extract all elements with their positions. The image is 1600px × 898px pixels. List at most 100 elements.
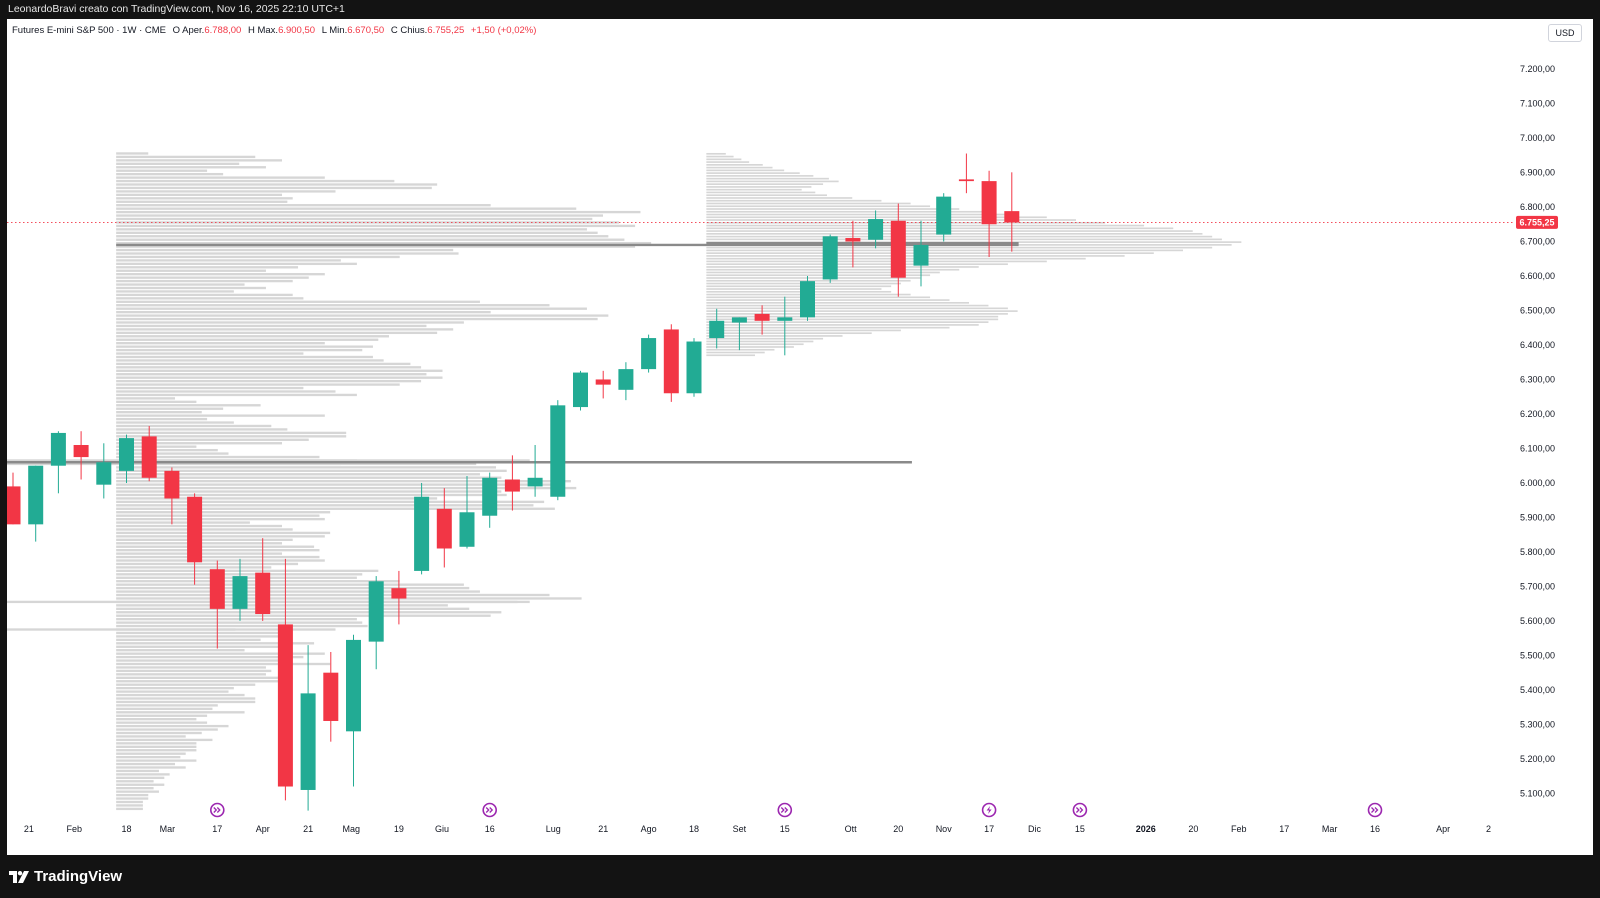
symbol-legend[interactable]: Futures E-mini S&P 500 · 1W · CME O Aper…: [12, 25, 536, 36]
volume-profile-row: [116, 214, 604, 217]
price-tick-label: 5.600,00: [1520, 616, 1555, 626]
volume-profile-layer: [7, 152, 1242, 811]
candle-body: [323, 672, 339, 721]
candle[interactable]: [346, 634, 361, 787]
candle[interactable]: [28, 465, 44, 542]
volume-profile-row: [116, 583, 464, 586]
volume-profile-row: [116, 766, 186, 769]
candle[interactable]: [232, 558, 248, 621]
volume-profile-row: [116, 442, 283, 445]
volume-profile-row: [116, 286, 266, 290]
dividend-icon[interactable]: [1072, 802, 1088, 818]
price-tick-label: 6.400,00: [1520, 340, 1555, 350]
candle[interactable]: [436, 488, 452, 568]
time-tick-label: Ago: [641, 824, 657, 834]
time-tick-label: Mar: [160, 824, 176, 834]
candle[interactable]: [641, 334, 657, 373]
candle[interactable]: [300, 645, 316, 811]
candle[interactable]: [573, 370, 588, 411]
time-axis[interactable]: 202521Feb18Mar17Apr21Mag19Giu16Lug21Ago1…: [0, 824, 1491, 834]
candle-body: [1004, 211, 1020, 223]
candle[interactable]: [368, 576, 384, 670]
candle[interactable]: [187, 493, 203, 585]
volume-profile-row: [116, 718, 197, 721]
high-letter: H: [247, 25, 255, 36]
candle[interactable]: [96, 443, 112, 499]
candle[interactable]: [800, 275, 815, 321]
candle[interactable]: [754, 305, 770, 335]
volume-profile-row: [116, 569, 379, 573]
candle[interactable]: [414, 482, 430, 575]
candle[interactable]: [731, 317, 747, 351]
dividend-icon[interactable]: [482, 802, 498, 818]
volume-profile-row: [116, 566, 272, 569]
candle[interactable]: [686, 338, 702, 397]
candle-body: [868, 219, 884, 240]
candle[interactable]: [459, 476, 475, 549]
candle-body: [368, 581, 384, 642]
candle-body: [527, 477, 543, 487]
candle[interactable]: [936, 193, 952, 242]
price-tick-label: 6.000,00: [1520, 478, 1555, 488]
candle[interactable]: [255, 538, 271, 621]
volume-profile-row: [706, 310, 1018, 312]
price-tick-label: 6.700,00: [1520, 236, 1555, 246]
volume-profile-row: [116, 252, 459, 255]
price-axis[interactable]: 7.200,00 7.100,00 7.000,00 6.900,00 6.800,00…: [1520, 64, 1555, 798]
candle[interactable]: [482, 472, 498, 528]
candle-body: [731, 317, 747, 323]
volume-profile-row: [706, 288, 882, 290]
candle[interactable]: [618, 362, 634, 401]
earnings-icon[interactable]: [981, 802, 997, 818]
volume-profile-row: [116, 352, 304, 355]
volume-profile-row: [116, 152, 149, 155]
volume-profile-row: [116, 362, 411, 366]
change-value: +1,50 (+0,02%): [470, 25, 537, 36]
candle[interactable]: [73, 431, 89, 480]
candle[interactable]: [958, 153, 974, 194]
candle[interactable]: [663, 324, 679, 402]
candle[interactable]: [981, 170, 997, 258]
candle[interactable]: [6, 472, 21, 525]
volume-profile-row: [116, 207, 577, 210]
candle[interactable]: [822, 234, 838, 283]
candle[interactable]: [504, 455, 520, 511]
volume-profile-row: [116, 411, 202, 414]
candle[interactable]: [595, 370, 611, 399]
time-tick-label: 17: [212, 824, 222, 834]
candle[interactable]: [391, 570, 407, 625]
candle[interactable]: [890, 203, 906, 297]
candle[interactable]: [323, 651, 339, 742]
candle[interactable]: [50, 431, 66, 494]
dividend-icon[interactable]: [210, 802, 225, 818]
candle[interactable]: [709, 308, 725, 349]
price-tick-label: 5.900,00: [1520, 512, 1555, 522]
candle[interactable]: [141, 426, 157, 482]
currency-button[interactable]: USD: [1548, 24, 1582, 42]
candle[interactable]: [550, 400, 566, 501]
candle[interactable]: [164, 467, 180, 525]
time-tick-label: 17: [984, 824, 994, 834]
volume-profile-row: [116, 241, 652, 245]
candle[interactable]: [868, 210, 884, 249]
candle[interactable]: [845, 220, 861, 268]
volume-profile-row: [706, 321, 989, 323]
time-tick-label: Nov: [936, 824, 953, 834]
candle[interactable]: [527, 445, 543, 497]
volume-profile-row: [116, 555, 320, 559]
dividend-icon[interactable]: [1367, 802, 1383, 818]
candle[interactable]: [913, 220, 929, 287]
candle[interactable]: [777, 296, 793, 356]
candle[interactable]: [119, 434, 134, 483]
candle[interactable]: [209, 560, 225, 649]
high-value: 6.900,50: [278, 25, 316, 36]
tradingview-logo[interactable]: TradingView: [9, 868, 122, 885]
dividend-icon[interactable]: [777, 802, 793, 818]
candle-body: [550, 405, 566, 497]
candle[interactable]: [277, 558, 293, 801]
volume-profile-row: [706, 326, 950, 329]
volume-profile-row: [116, 486, 577, 490]
candle[interactable]: [1004, 172, 1020, 252]
volume-profile-row: [706, 172, 800, 174]
